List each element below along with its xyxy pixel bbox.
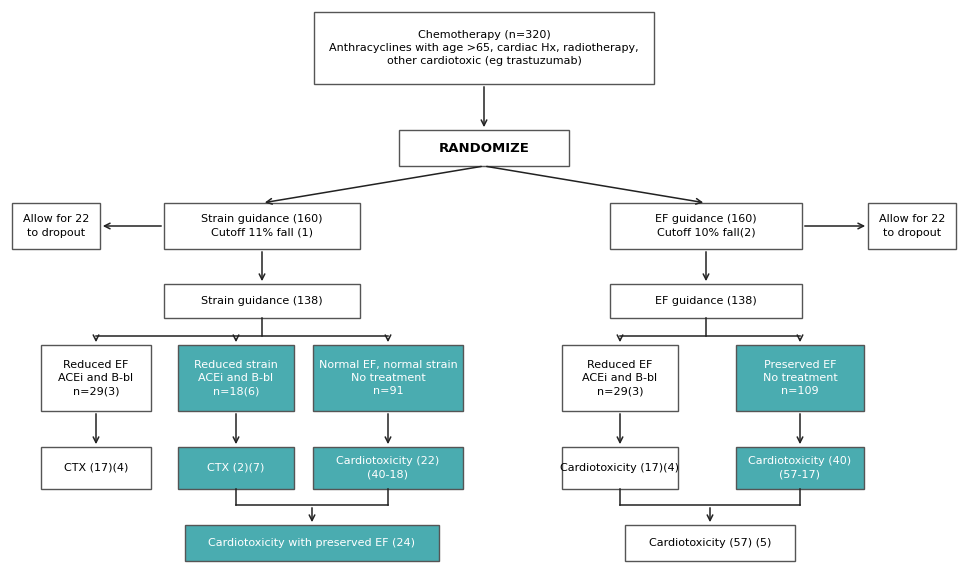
Text: Strain guidance (138): Strain guidance (138) [201,296,322,306]
FancyBboxPatch shape [41,447,151,489]
FancyBboxPatch shape [164,284,360,318]
Text: Allow for 22
to dropout: Allow for 22 to dropout [23,214,89,238]
Text: Reduced EF
ACEi and B-bl
n=29(3): Reduced EF ACEi and B-bl n=29(3) [58,360,134,396]
Text: Reduced EF
ACEi and B-bl
n=29(3): Reduced EF ACEi and B-bl n=29(3) [583,360,657,396]
Text: EF guidance (138): EF guidance (138) [655,296,757,306]
FancyBboxPatch shape [562,447,678,489]
FancyBboxPatch shape [178,447,294,489]
FancyBboxPatch shape [736,345,864,411]
Text: Cardiotoxicity (57) (5): Cardiotoxicity (57) (5) [649,538,771,548]
Text: Strain guidance (160)
Cutoff 11% fall (1): Strain guidance (160) Cutoff 11% fall (1… [201,214,322,238]
FancyBboxPatch shape [736,447,864,489]
Text: Cardiotoxicity (22)
(40-18): Cardiotoxicity (22) (40-18) [336,457,439,479]
Text: CTX (17)(4): CTX (17)(4) [64,463,128,473]
Text: Preserved EF
No treatment
n=109: Preserved EF No treatment n=109 [763,360,837,396]
FancyBboxPatch shape [399,130,569,166]
Text: Allow for 22
to dropout: Allow for 22 to dropout [879,214,945,238]
FancyBboxPatch shape [41,345,151,411]
FancyBboxPatch shape [562,345,678,411]
FancyBboxPatch shape [314,12,654,84]
Text: Cardiotoxicity with preserved EF (24): Cardiotoxicity with preserved EF (24) [208,538,415,548]
Text: Chemotherapy (n=320)
Anthracyclines with age >65, cardiac Hx, radiotherapy,
othe: Chemotherapy (n=320) Anthracyclines with… [329,30,639,66]
FancyBboxPatch shape [610,284,802,318]
Text: Normal EF, normal strain
No treatment
n=91: Normal EF, normal strain No treatment n=… [318,360,457,396]
Text: EF guidance (160)
Cutoff 10% fall(2): EF guidance (160) Cutoff 10% fall(2) [655,214,757,238]
FancyBboxPatch shape [185,525,439,561]
Text: RANDOMIZE: RANDOMIZE [439,141,529,155]
Text: Cardiotoxicity (17)(4): Cardiotoxicity (17)(4) [560,463,680,473]
Text: Cardiotoxicity (40)
(57-17): Cardiotoxicity (40) (57-17) [748,457,852,479]
FancyBboxPatch shape [313,447,463,489]
FancyBboxPatch shape [178,345,294,411]
Text: CTX (2)(7): CTX (2)(7) [207,463,264,473]
FancyBboxPatch shape [868,203,956,249]
FancyBboxPatch shape [610,203,802,249]
FancyBboxPatch shape [12,203,100,249]
FancyBboxPatch shape [164,203,360,249]
Text: Reduced strain
ACEi and B-bl
n=18(6): Reduced strain ACEi and B-bl n=18(6) [194,360,278,396]
FancyBboxPatch shape [625,525,795,561]
FancyBboxPatch shape [313,345,463,411]
